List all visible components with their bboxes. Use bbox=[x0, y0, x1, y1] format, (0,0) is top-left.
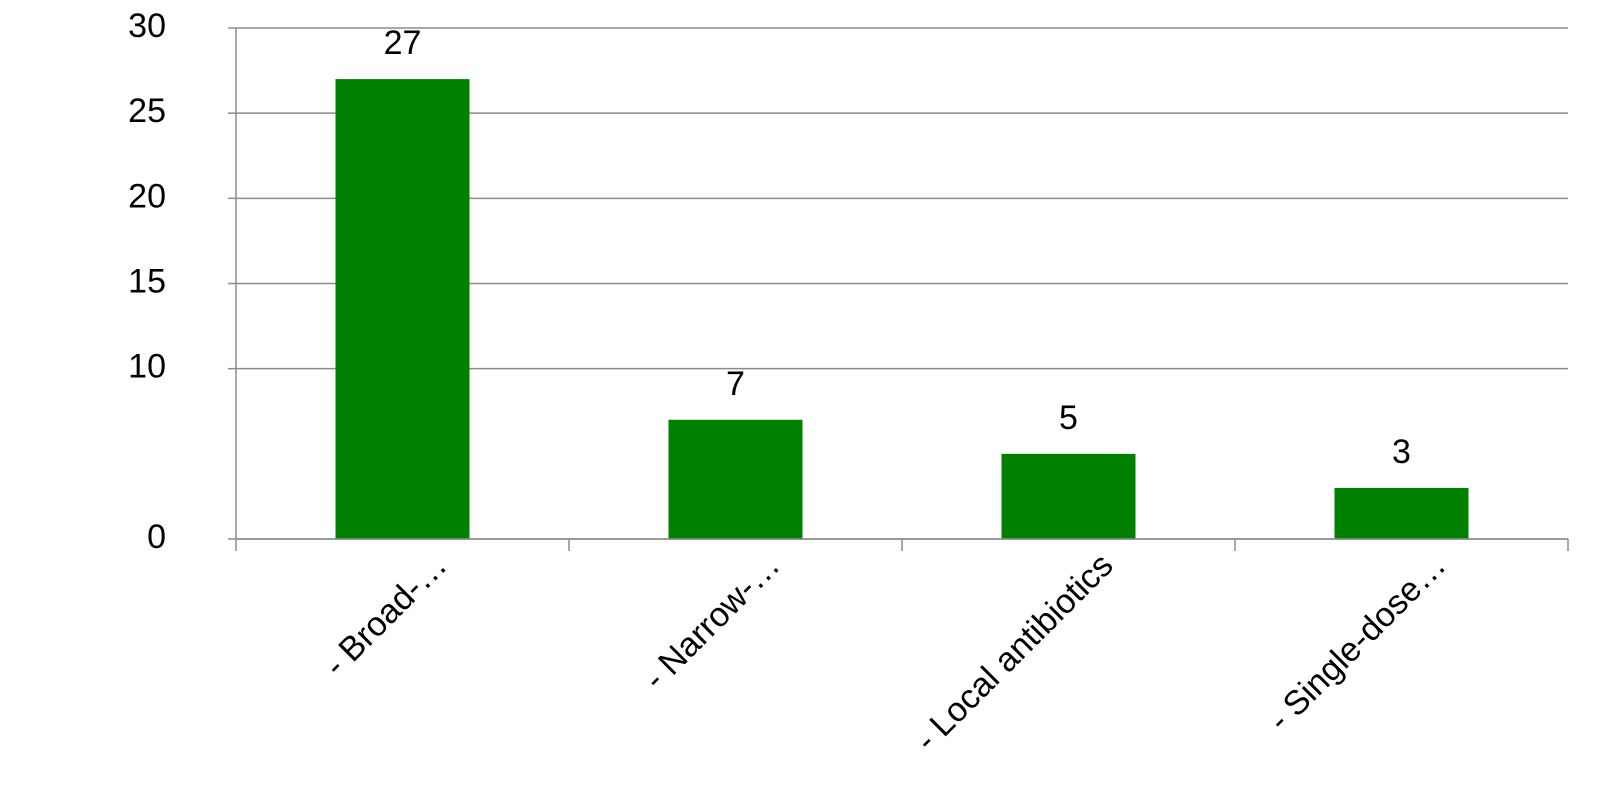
y-tick-label: 25 bbox=[128, 92, 166, 130]
y-tick-label: 0 bbox=[147, 518, 166, 556]
x-tick-label: - Broad-… bbox=[317, 546, 455, 684]
bar bbox=[668, 419, 803, 539]
x-tick-label: - Local antibiotics bbox=[908, 546, 1121, 759]
y-tick-label: 15 bbox=[128, 262, 166, 300]
y-tick-label: 10 bbox=[128, 348, 166, 386]
y-tick-label: 30 bbox=[128, 7, 166, 45]
x-tick-label: - Single-dose… bbox=[1261, 546, 1454, 739]
data-label: 5 bbox=[1059, 399, 1078, 437]
bar bbox=[1334, 487, 1469, 539]
y-tick-label: 20 bbox=[128, 177, 166, 215]
data-label: 3 bbox=[1392, 433, 1411, 471]
data-label: 27 bbox=[384, 24, 422, 62]
bar bbox=[1001, 453, 1136, 539]
data-label: 7 bbox=[726, 365, 745, 403]
bar bbox=[335, 79, 470, 539]
x-tick-label: - Narrow-… bbox=[636, 546, 787, 697]
